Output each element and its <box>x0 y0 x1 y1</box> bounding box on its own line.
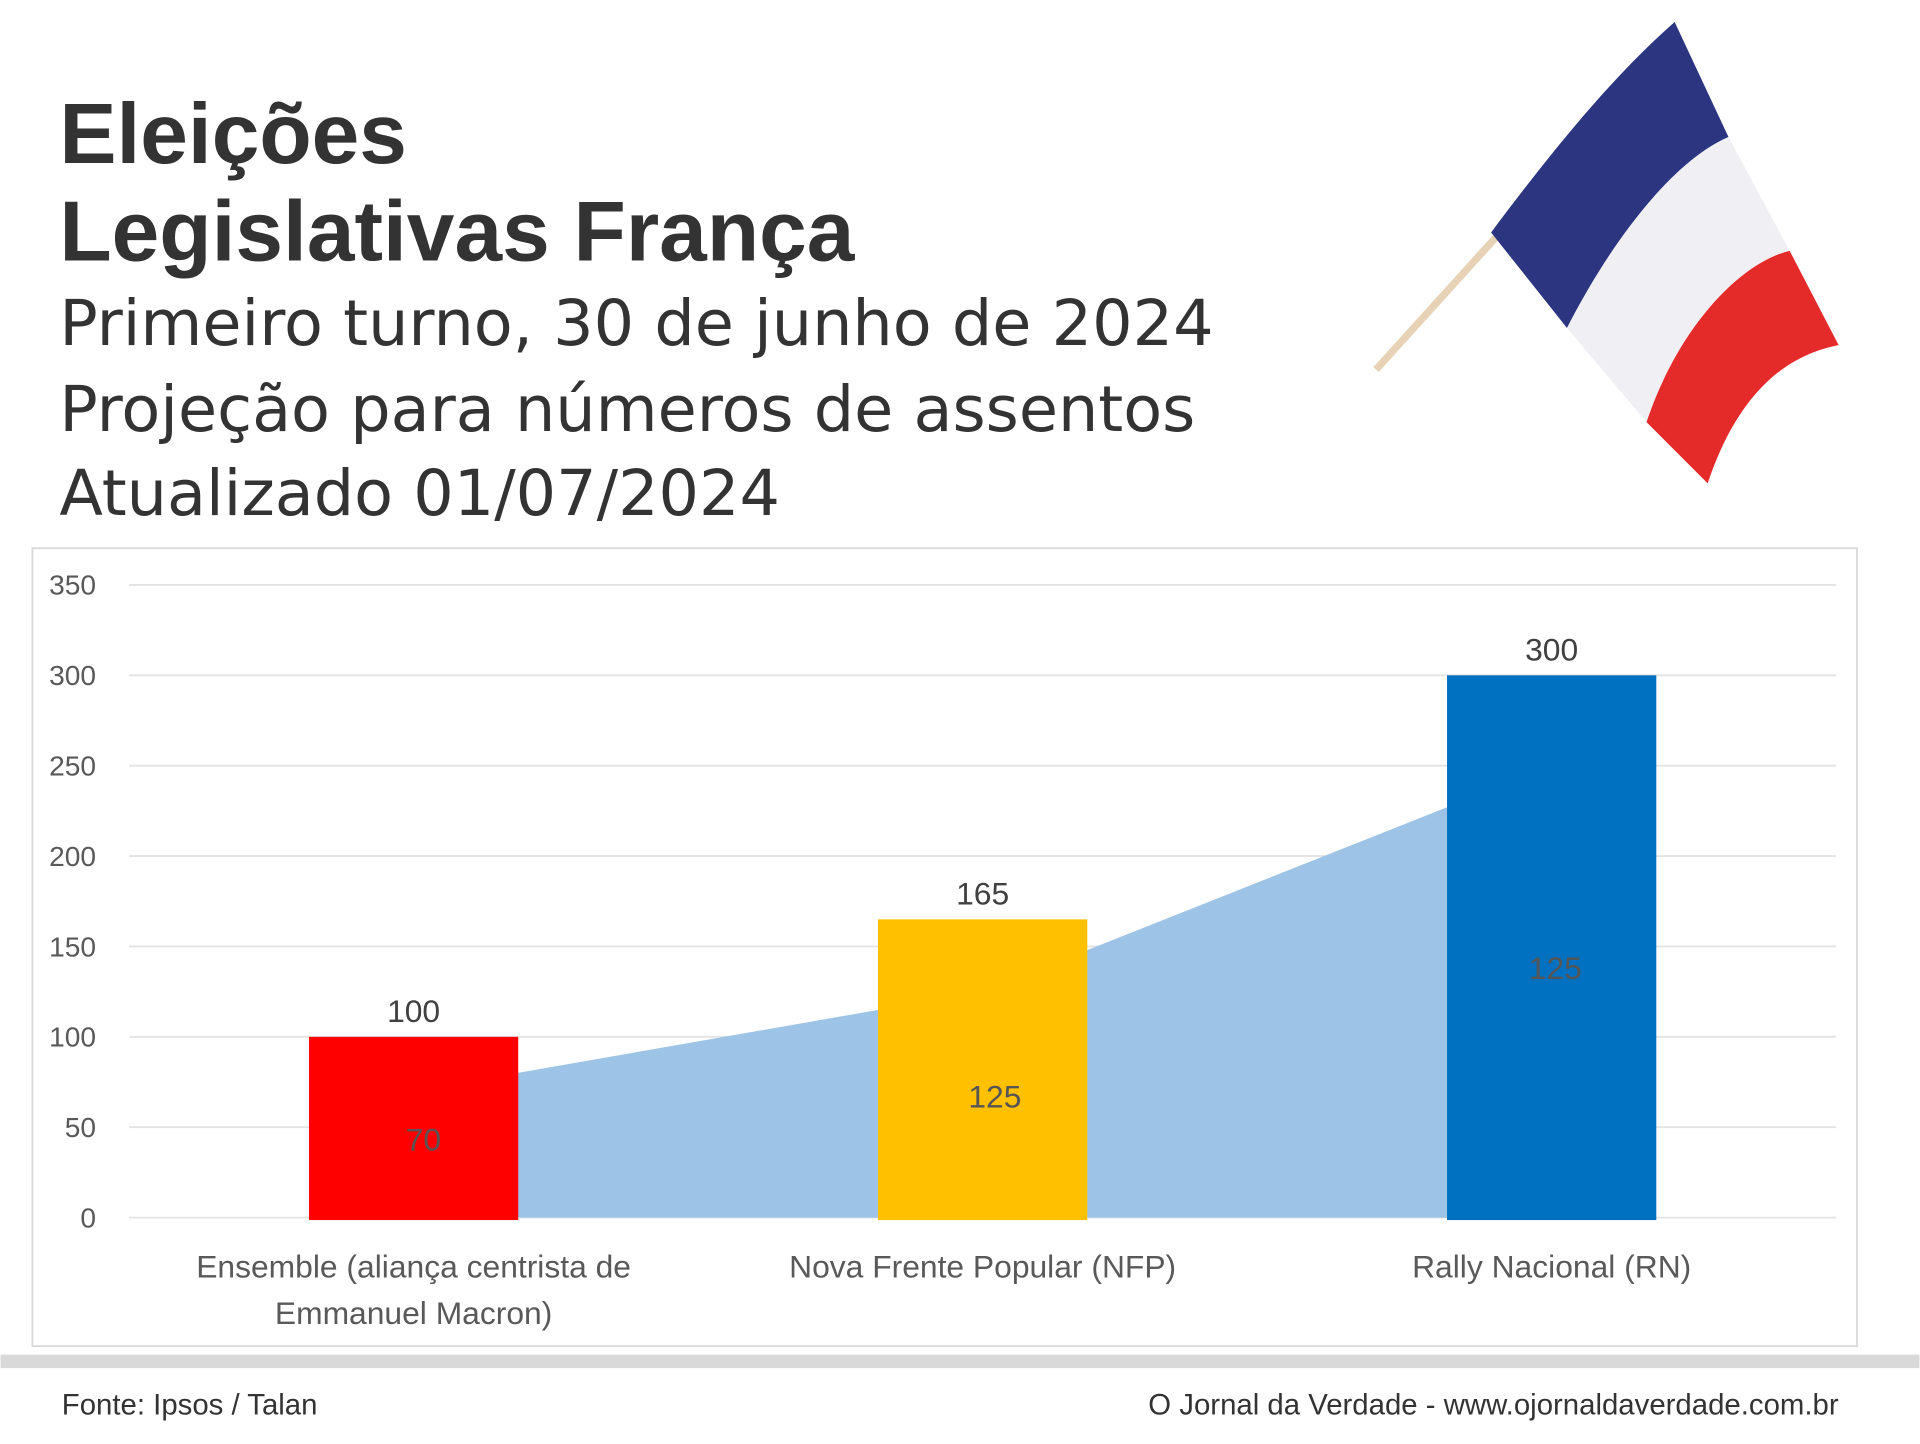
x-category-label: Rally Nacional (RN) <box>1412 1249 1691 1285</box>
footer-divider <box>0 1354 1920 1369</box>
bar <box>308 1036 519 1221</box>
y-tick-label: 50 <box>65 1112 96 1143</box>
footer-source: Fonte: Ipsos / Talan <box>62 1389 318 1422</box>
x-category-label: Nova Frente Popular (NFP) <box>789 1249 1176 1285</box>
area-data-label: 70 <box>406 1121 441 1157</box>
y-tick-label: 100 <box>49 1022 96 1053</box>
bar <box>878 919 1088 1221</box>
french-flag-icon <box>1373 22 1839 484</box>
y-tick-label: 150 <box>49 931 96 962</box>
bar-data-label: 300 <box>1525 632 1578 668</box>
bar-data-label: 100 <box>387 993 440 1029</box>
title-line-2: Legislativas França <box>59 184 855 280</box>
y-tick-label: 250 <box>49 750 96 781</box>
subtitle-line-3: Atualizado 01/07/2024 <box>59 457 780 531</box>
subtitle-line-2: Projeção para números de assentos <box>59 373 1195 447</box>
y-tick-label: 350 <box>49 570 96 601</box>
area-data-label: 125 <box>968 1078 1021 1114</box>
x-category-label: Emmanuel Macron) <box>275 1295 552 1331</box>
bar <box>1447 675 1657 1221</box>
footer-credit: O Jornal da Verdade - www.ojornaldaverda… <box>1148 1389 1839 1422</box>
subtitle-line-1: Primeiro turno, 30 de junho de 2024 <box>59 287 1213 361</box>
bar-data-label: 165 <box>956 876 1009 912</box>
y-tick-label: 300 <box>49 660 96 691</box>
x-category-label: Ensemble (aliança centrista de <box>196 1249 631 1285</box>
area-data-label: 125 <box>1529 950 1582 986</box>
title-line-1: Eleições <box>59 86 407 182</box>
y-tick-label: 0 <box>80 1202 96 1233</box>
y-tick-label: 200 <box>49 841 96 872</box>
